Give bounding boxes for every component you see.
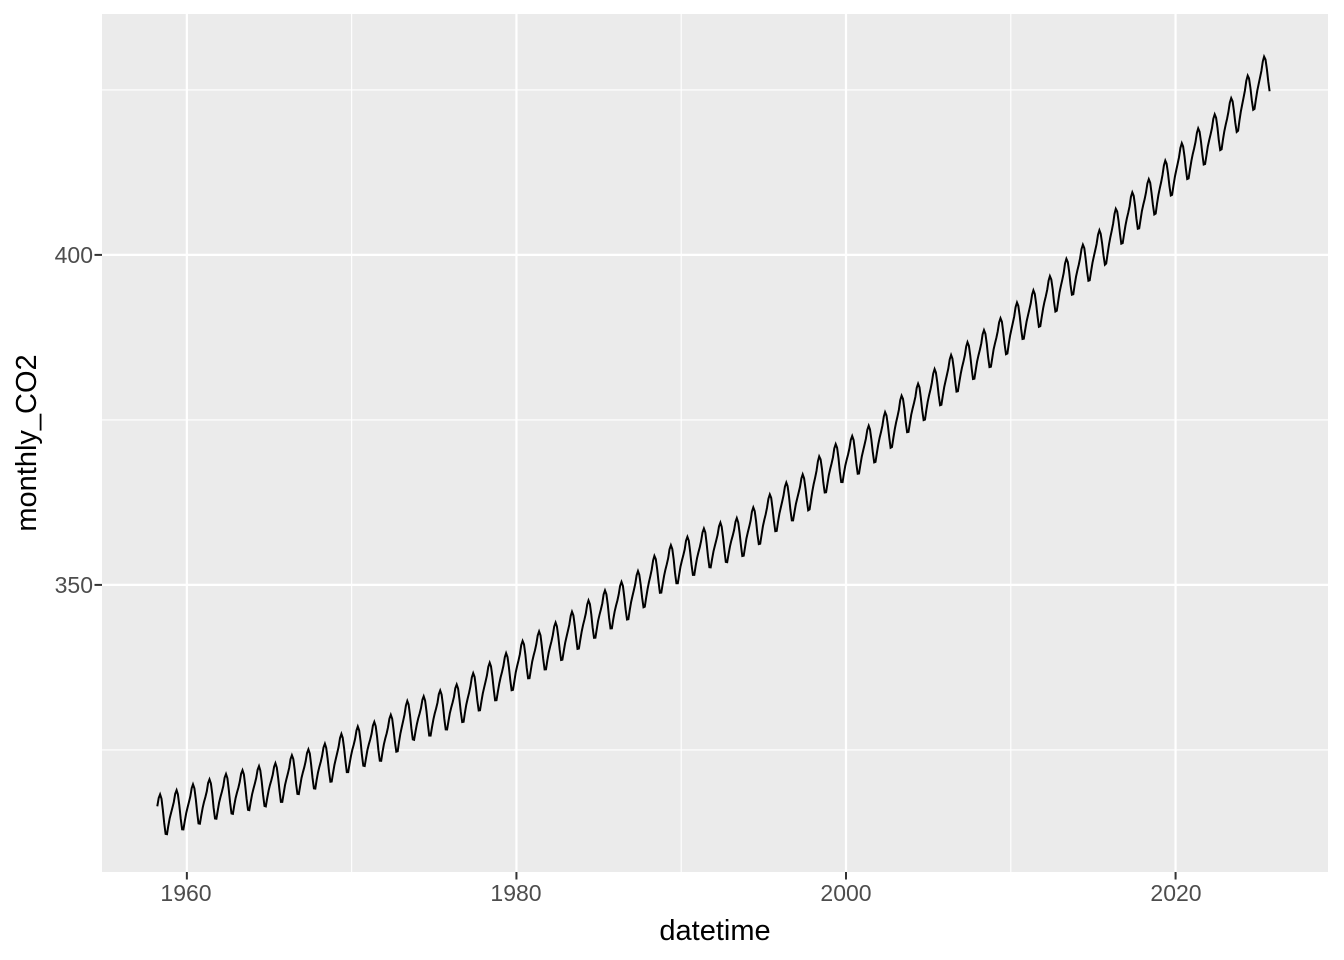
x-tick-label-1960: 1960	[160, 880, 211, 906]
x-tick-label-2020: 2020	[1150, 880, 1201, 906]
co2-data-line	[156, 53, 1271, 836]
y-tick-label-400: 400	[55, 242, 93, 268]
y-axis-title: monthly_CO2	[11, 354, 43, 531]
line-layer	[156, 53, 1271, 836]
grid-layer	[102, 14, 1328, 872]
panel-background	[102, 14, 1328, 872]
panel-layer	[102, 14, 1328, 872]
y-tick-label-350: 350	[55, 572, 93, 598]
x-tick-label-2000: 2000	[820, 880, 871, 906]
tick-layer	[94, 253, 1177, 880]
x-tick-label-1980: 1980	[490, 880, 541, 906]
x-axis-title: datetime	[659, 915, 770, 947]
